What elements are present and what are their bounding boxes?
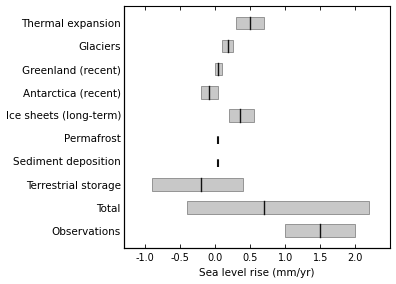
Bar bbox=[201, 86, 219, 99]
Bar bbox=[229, 109, 253, 122]
Bar bbox=[285, 224, 355, 237]
X-axis label: Sea level rise (mm/yr): Sea level rise (mm/yr) bbox=[199, 268, 315, 278]
Bar bbox=[215, 63, 222, 76]
Bar bbox=[222, 39, 232, 52]
Bar bbox=[236, 16, 264, 29]
Bar bbox=[187, 201, 369, 214]
Bar bbox=[152, 178, 243, 191]
